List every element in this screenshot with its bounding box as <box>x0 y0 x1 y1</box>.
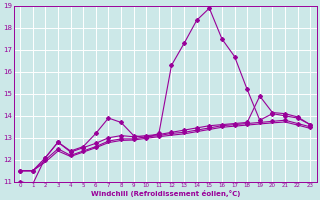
X-axis label: Windchill (Refroidissement éolien,°C): Windchill (Refroidissement éolien,°C) <box>91 190 240 197</box>
